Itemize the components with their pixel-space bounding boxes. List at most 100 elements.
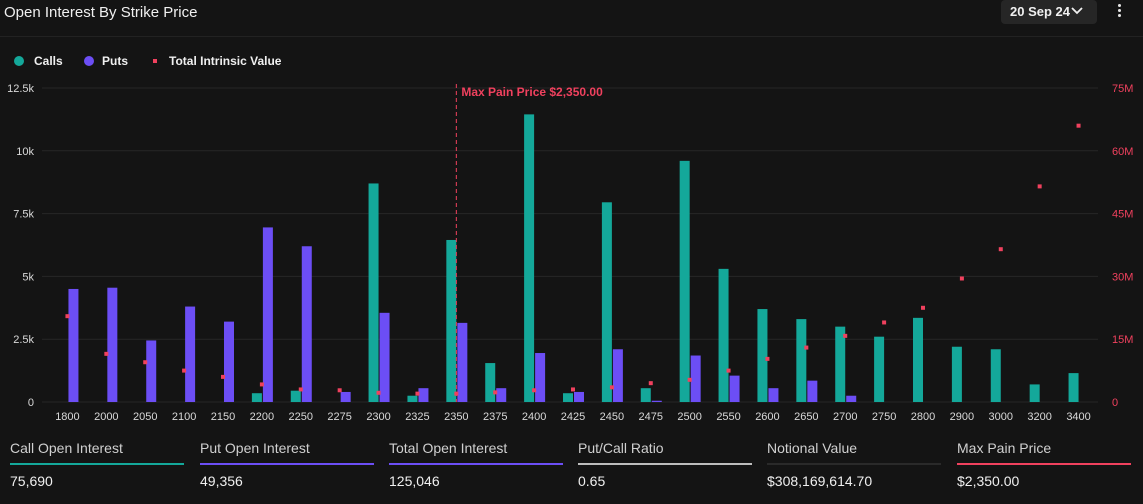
stat-value: 125,046 — [389, 473, 440, 489]
calls-bar — [874, 336, 885, 402]
puts-bar — [224, 321, 234, 402]
stat-value: 0.65 — [578, 473, 606, 489]
stat-underline — [957, 463, 1131, 465]
x-tick-label: 3200 — [1027, 411, 1051, 423]
calls-bar — [368, 183, 379, 402]
stat-call-open-interest: Call Open Interest 75,690 — [10, 432, 184, 489]
x-tick-label: 2800 — [911, 411, 935, 423]
puts-bar — [107, 287, 118, 402]
stat-label: Notional Value — [767, 440, 858, 456]
intrinsic-marker — [843, 333, 848, 338]
intrinsic-swatch — [153, 59, 157, 63]
puts-bar — [340, 391, 351, 402]
y-left-tick-label: 7.5k — [13, 209, 34, 221]
intrinsic-marker — [65, 314, 70, 319]
calls-bar — [485, 363, 496, 402]
intrinsic-marker — [882, 320, 887, 325]
x-tick-label: 2375 — [483, 411, 507, 423]
stat-underline — [389, 463, 563, 465]
expiry-date-dropdown[interactable]: 20 Sep 24 — [1001, 0, 1097, 24]
puts-bar — [574, 391, 584, 402]
x-tick-label: 2425 — [561, 411, 585, 423]
puts-bar — [846, 395, 857, 402]
stat-label: Put/Call Ratio — [578, 440, 664, 456]
puts-swatch — [84, 56, 94, 66]
x-tick-label: 2400 — [522, 411, 546, 423]
puts-bar — [418, 388, 429, 402]
y-right-tick-label: 30M — [1112, 271, 1133, 283]
calls-bar — [524, 114, 535, 402]
intrinsic-marker — [259, 382, 264, 387]
x-tick-label: 2900 — [950, 411, 974, 423]
intrinsic-marker — [221, 374, 225, 379]
header: Open Interest By Strike Price 20 Sep 24 — [0, 0, 1143, 36]
calls-bar — [290, 390, 301, 402]
stat-value: $2,350.00 — [957, 473, 1020, 489]
calls-bar — [1068, 373, 1079, 402]
page-title: Open Interest By Strike Price — [4, 4, 198, 21]
x-tick-label: 2150 — [211, 411, 235, 423]
stat-value: 49,356 — [200, 473, 243, 489]
x-tick-label: 2750 — [872, 411, 896, 423]
y-right-tick-label: 0 — [1112, 397, 1118, 409]
intrinsic-marker — [571, 387, 575, 392]
x-tick-label: 2000 — [94, 411, 118, 423]
calls-bar — [1029, 384, 1040, 402]
x-tick-label: 2250 — [289, 411, 313, 423]
puts-bar — [768, 388, 779, 402]
intrinsic-marker — [337, 388, 342, 393]
puts-bar — [457, 322, 468, 402]
calls-bar — [757, 309, 768, 402]
intrinsic-marker — [998, 247, 1003, 252]
stat-max-pain-price: Max Pain Price $2,350.00 — [957, 432, 1131, 489]
y-right-tick-label: 75M — [1112, 83, 1133, 95]
x-tick-label: 1800 — [55, 411, 79, 423]
x-tick-label: 2050 — [133, 411, 157, 423]
x-tick-label: 2350 — [444, 411, 468, 423]
puts-bar — [185, 306, 196, 402]
stat-label: Call Open Interest — [10, 440, 123, 456]
puts-bar — [612, 349, 623, 402]
y-right-tick-label: 15M — [1112, 334, 1133, 346]
x-tick-label: 2500 — [677, 411, 701, 423]
calls-bar — [913, 317, 923, 402]
stats-row: Call Open Interest 75,690 Put Open Inter… — [0, 432, 1143, 504]
open-interest-chart: 0 2.5k 5k 7.5k 10k 12.5k 0 15M 30M 45M 60M 75M 1800 2… — [7, 83, 1133, 423]
x-tick-label: 2100 — [172, 411, 196, 423]
stat-underline — [10, 463, 184, 465]
calls-bar — [407, 395, 418, 402]
intrinsic-marker — [376, 390, 381, 395]
stat-label: Total Open Interest — [389, 440, 508, 456]
y-right-tick-label: 45M — [1112, 209, 1133, 221]
y-left-tick-label: 2.5k — [13, 334, 34, 346]
intrinsic-marker — [726, 368, 731, 373]
intrinsic-marker — [493, 390, 498, 395]
puts-bar — [651, 400, 662, 402]
x-tick-label: 2325 — [405, 411, 429, 423]
calls-swatch — [14, 56, 24, 66]
y-left-tick-label: 12.5k — [7, 83, 34, 95]
calls-bar — [601, 202, 612, 402]
x-tick-label: 2200 — [250, 411, 274, 423]
expiry-date-label: 20 Sep 24 — [1010, 4, 1070, 19]
x-tick-label: 2300 — [366, 411, 390, 423]
legend-puts-label: Puts — [102, 54, 129, 68]
intrinsic-marker — [648, 381, 653, 386]
calls-bar — [835, 326, 846, 402]
x-tick-label: 3000 — [989, 411, 1013, 423]
intrinsic-marker — [298, 387, 303, 392]
legend-calls-label: Calls — [34, 54, 63, 68]
puts-bar — [146, 340, 157, 402]
puts-bar — [68, 288, 79, 402]
stat-label: Max Pain Price — [957, 440, 1052, 456]
stat-put-call-ratio: Put/Call Ratio 0.65 — [578, 432, 752, 489]
x-tick-label: 2550 — [716, 411, 740, 423]
intrinsic-marker — [532, 388, 537, 393]
intrinsic-marker — [415, 391, 420, 396]
puts-bar — [729, 375, 740, 402]
more-options-icon[interactable] — [1112, 2, 1126, 22]
x-tick-label: 2600 — [755, 411, 779, 423]
y-left-tick-label: 5k — [22, 271, 34, 283]
y-left-tick-label: 10k — [16, 146, 34, 158]
max-pain-label: Max Pain Price $2,350.00 — [461, 85, 603, 99]
